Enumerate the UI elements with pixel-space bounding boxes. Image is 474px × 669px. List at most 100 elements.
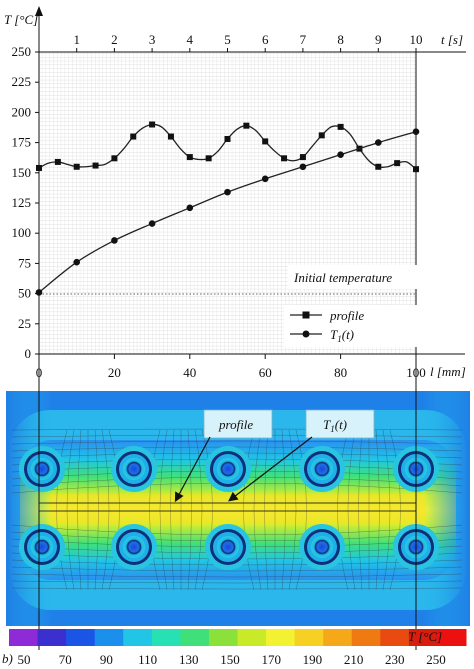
t1-data-point: [375, 139, 382, 146]
isotherm-line: [11, 566, 463, 572]
initial-temperature-label: Initial temperature: [293, 270, 392, 285]
t-tick-label: 9: [375, 32, 382, 47]
colorbar-tick-label: 170: [261, 652, 281, 667]
t1-data-point: [111, 237, 118, 244]
isotherm-line: [194, 429, 203, 591]
profile-data-point: [73, 163, 80, 170]
profile-data-point: [299, 154, 306, 161]
x-tick-label: 80: [334, 365, 347, 380]
isotherm-line: [243, 429, 255, 591]
colorbar-tick-label: 110: [138, 652, 157, 667]
legend-t1-marker: [302, 330, 310, 338]
profile-data-point: [92, 162, 99, 169]
colorbar-tick-label: 70: [59, 652, 72, 667]
profile-data-point: [375, 163, 382, 170]
t-tick-label: 4: [187, 32, 194, 47]
series-layer: [35, 121, 420, 296]
isotherm-line: [337, 429, 349, 591]
colorbar-tick-label: 50: [18, 652, 31, 667]
t1-data-point: [337, 151, 344, 158]
t-tick-label: 3: [149, 32, 156, 47]
colorbar-swatch: [9, 629, 39, 646]
heater-core: [217, 458, 239, 480]
y-tick-label: 225: [12, 74, 32, 89]
field-hot-core: [50, 494, 426, 524]
isotherm-line: [11, 580, 463, 584]
t1-data-point: [299, 163, 307, 171]
legend-profile-marker: [302, 311, 310, 319]
heater-core: [217, 536, 239, 558]
profile-callout-label: profile: [218, 417, 253, 432]
t1-data-point: [73, 258, 80, 266]
profile-data-point: [394, 160, 401, 167]
y-axis-arrow: [35, 6, 43, 16]
t-tick-label: 6: [262, 32, 269, 47]
profile-data-point: [36, 164, 42, 171]
y-tick-label: 50: [18, 286, 31, 301]
isotherm-line: [101, 429, 110, 591]
colorbar-swatches: [9, 629, 467, 646]
isotherm-line: [382, 429, 391, 591]
colorbar-swatch: [37, 629, 67, 646]
profile-data-point: [167, 133, 174, 140]
profile-data-point: [243, 122, 250, 129]
colorbar: T [°C] b) 50 70 90 110 130 150 170 190 210 230 250: [2, 629, 467, 667]
colorbar-swatch: [380, 629, 410, 646]
colorbar-unit-label: T [°C]: [408, 629, 442, 644]
t1-data-point: [35, 289, 43, 296]
colorbar-swatch: [237, 629, 267, 646]
colorbar-swatch: [180, 629, 210, 646]
t-tick-label: 2: [111, 32, 118, 47]
t1-data-point: [261, 175, 269, 183]
t1-callout-label: T1(t): [323, 417, 347, 434]
colorbar-swatch: [437, 629, 467, 646]
t1-data-point: [186, 204, 194, 212]
colorbar-swatch: [123, 629, 153, 646]
isotherm-line: [264, 429, 269, 591]
y-tick-label: 25: [18, 316, 31, 331]
legend-profile-label: profile: [329, 308, 364, 323]
colorbar-swatch: [208, 629, 238, 646]
colorbar-tick-label: 150: [220, 652, 240, 667]
x-axis-title: l [mm]: [430, 364, 466, 379]
y-tick-label: 150: [12, 165, 32, 180]
colorbar-tick-label: 90: [100, 652, 113, 667]
t-axis-title: t [s]: [441, 32, 463, 47]
profile-data-point: [149, 121, 156, 128]
colorbar-swatch: [323, 629, 353, 646]
y-tick-label: 125: [12, 195, 32, 210]
profile-data-point: [337, 123, 344, 130]
heater-core: [31, 458, 53, 480]
profile-data-point: [262, 138, 269, 145]
y-axis-title: T [°C]: [4, 12, 38, 27]
colorbar-swatch: [351, 629, 381, 646]
legend-t1-label: T1(t): [330, 327, 354, 344]
colorbar-tick-label: 230: [385, 652, 405, 667]
x-tick-label: 40: [183, 365, 196, 380]
colorbar-swatch: [94, 629, 124, 646]
isotherm-line: [149, 429, 161, 591]
isotherm-line: [77, 429, 82, 591]
colorbar-swatch: [266, 629, 296, 646]
plot-grid: [39, 52, 416, 354]
t-tick-label: 7: [300, 32, 307, 47]
initial-temperature-box: [288, 265, 436, 289]
y-tick-label: 175: [12, 135, 32, 150]
t-tick-label: 10: [410, 32, 423, 47]
t-ticks: 1 2 3 4 5 6 7 8 9 10: [73, 32, 423, 52]
colorbar-tick-label: 250: [426, 652, 446, 667]
x-tick-label: 60: [259, 365, 272, 380]
isotherm-line: [201, 429, 213, 591]
heater-elements: [19, 446, 439, 570]
isotherm-line: [253, 429, 262, 591]
y-tick-label: 100: [12, 225, 32, 240]
y-tick-label: 200: [12, 104, 32, 119]
profile-data-point: [186, 154, 193, 161]
thermal-field-image: profile T1(t): [6, 354, 470, 650]
colorbar-swatch: [151, 629, 181, 646]
isotherm-line: [389, 429, 401, 591]
legend: profile T1(t): [284, 305, 434, 347]
profile-data-point: [281, 155, 288, 162]
